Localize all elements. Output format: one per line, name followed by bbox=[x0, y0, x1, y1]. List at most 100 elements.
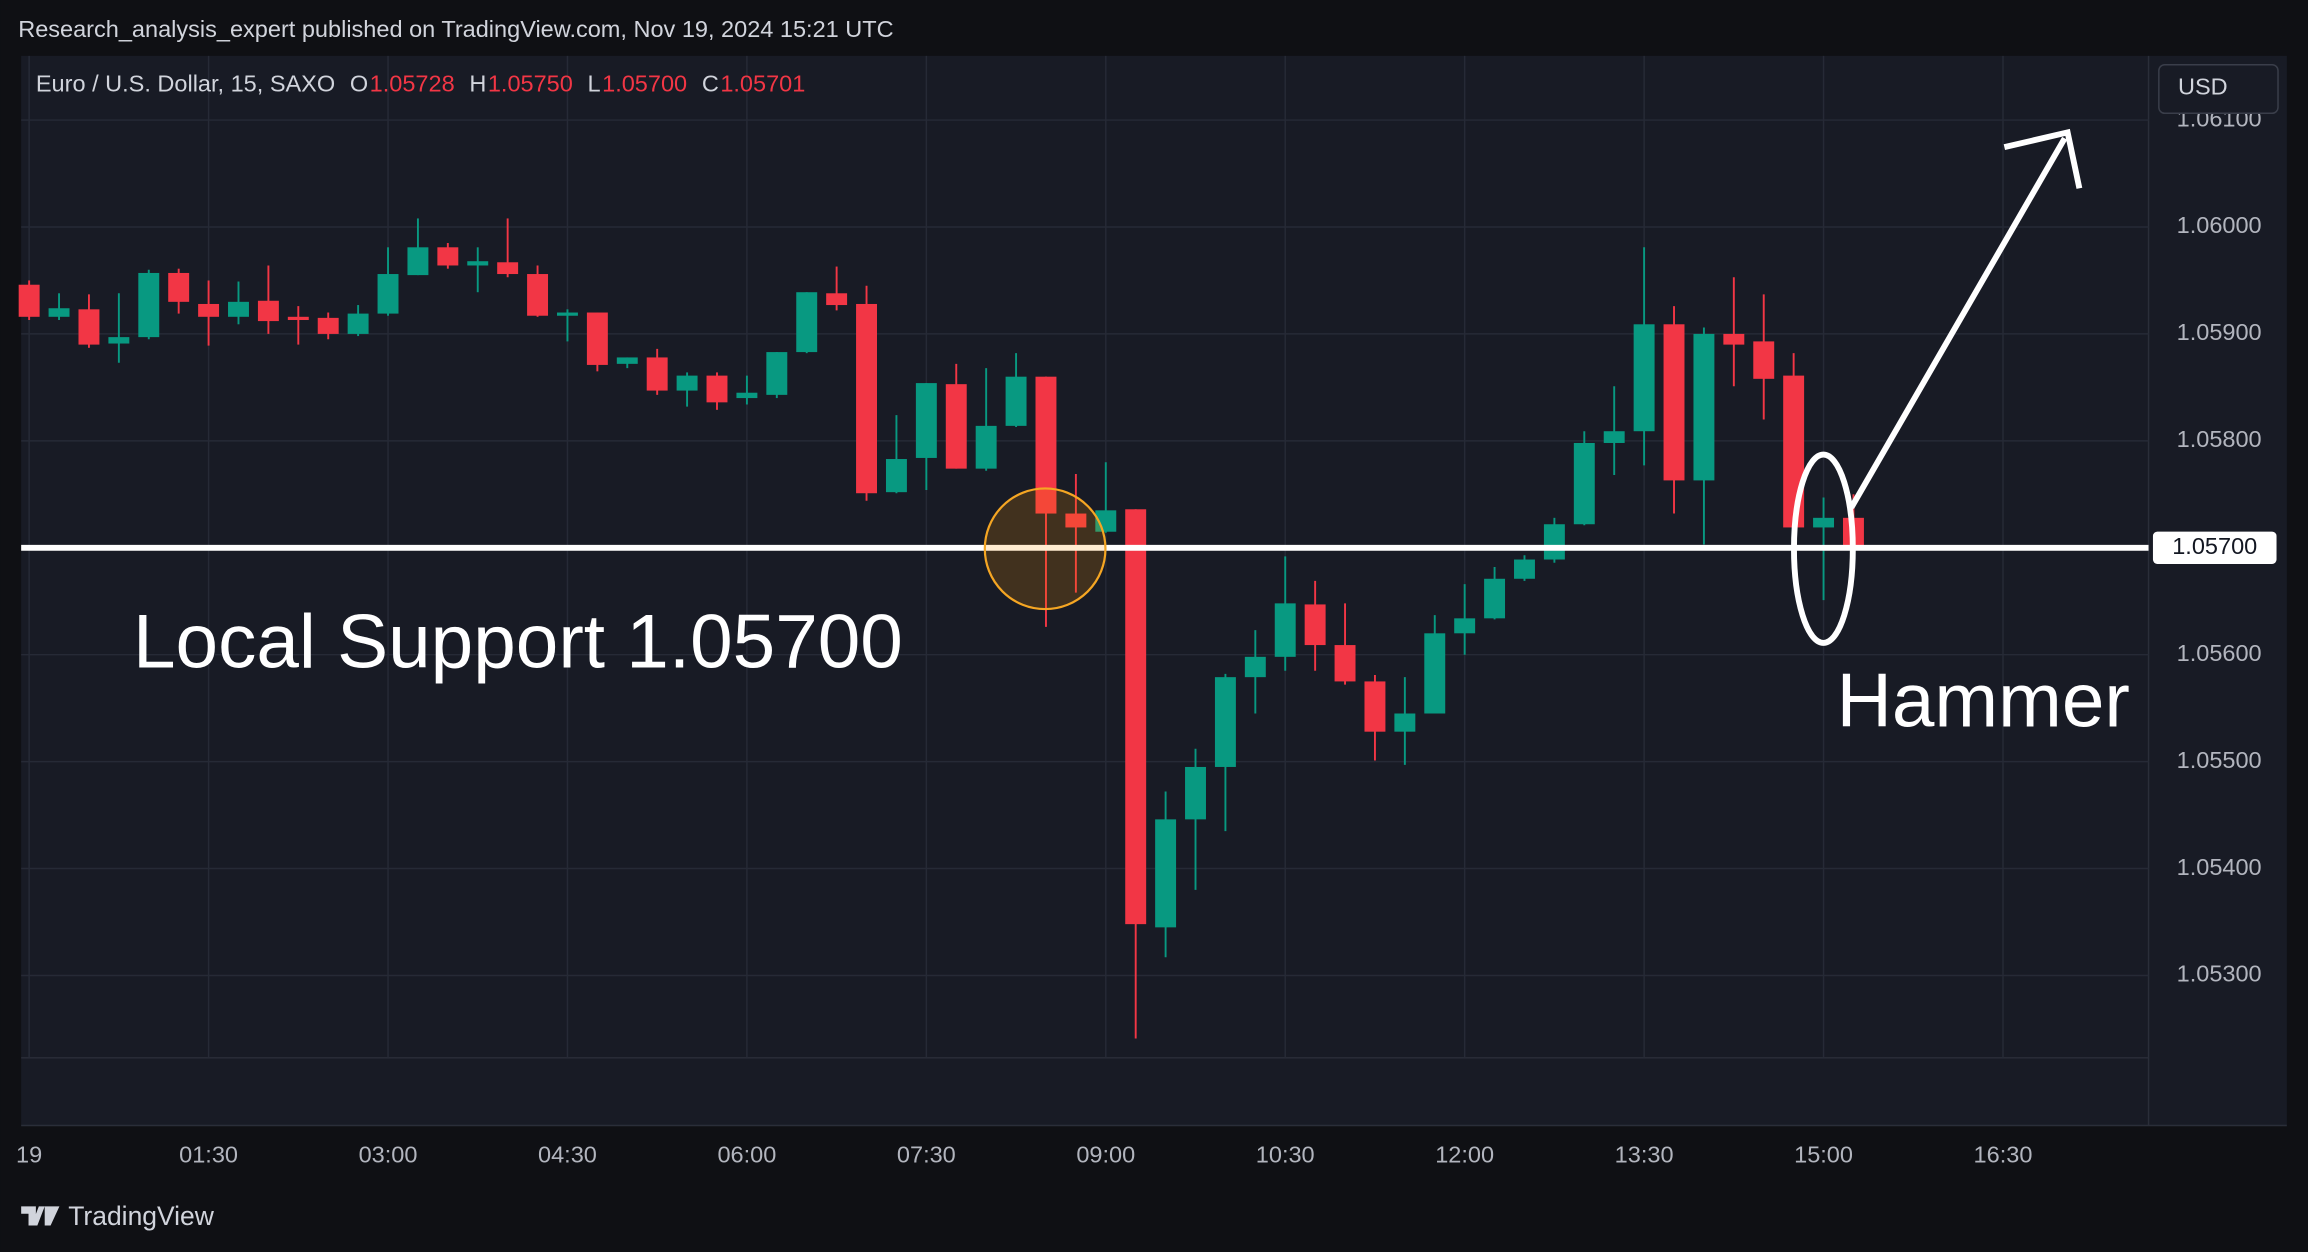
hammer-ellipse bbox=[1791, 451, 1856, 646]
arrow-head bbox=[2003, 128, 2083, 189]
x-tick-label: 04:30 bbox=[538, 1142, 597, 1168]
ohlc-value: 1.05728 bbox=[370, 71, 455, 97]
support-annotation: Local Support 1.05700 bbox=[133, 600, 903, 685]
x-tick-label: 03:00 bbox=[359, 1142, 418, 1168]
chart-panel bbox=[21, 55, 2287, 1126]
candle-body bbox=[1633, 324, 1655, 432]
candle-body bbox=[257, 300, 279, 322]
x-tick-label: 12:00 bbox=[1435, 1142, 1494, 1168]
candle-body bbox=[1035, 376, 1057, 514]
x-tick-label: 07:30 bbox=[897, 1142, 956, 1168]
brand-logo bbox=[21, 1206, 60, 1226]
candle-body bbox=[78, 309, 100, 345]
candle-body bbox=[48, 308, 70, 317]
candle-body bbox=[317, 317, 339, 334]
ohlc-value: 1.05700 bbox=[602, 71, 687, 97]
candle-body bbox=[945, 384, 967, 469]
price-tag bbox=[2152, 531, 2277, 564]
candle-body bbox=[915, 383, 937, 458]
candle-body bbox=[1155, 819, 1177, 928]
logo-mark bbox=[21, 1206, 60, 1226]
candle-body bbox=[1424, 633, 1446, 714]
candle-body bbox=[1304, 604, 1326, 646]
y-tick-label: 1.05400 bbox=[2177, 854, 2262, 880]
candle-body bbox=[527, 274, 549, 316]
candle-body bbox=[706, 375, 728, 403]
candles bbox=[18, 218, 1864, 1039]
candle-body bbox=[168, 272, 190, 302]
ohlc-key: O bbox=[350, 71, 368, 97]
ohlc-value: 1.05701 bbox=[720, 71, 805, 97]
ohlc-key: C bbox=[702, 71, 719, 97]
candle-body bbox=[18, 284, 40, 317]
candle-body bbox=[1005, 376, 1027, 426]
candle-body bbox=[437, 247, 459, 266]
candle-body bbox=[1783, 375, 1805, 528]
candle-body bbox=[1663, 324, 1685, 481]
y-tick-label: 1.06000 bbox=[2177, 212, 2262, 238]
candle-body bbox=[646, 357, 668, 391]
y-tick-label: 1.05900 bbox=[2177, 319, 2262, 345]
candle-body bbox=[1603, 431, 1625, 443]
candle-body bbox=[616, 357, 638, 364]
y-tick-label: 1.05500 bbox=[2177, 747, 2262, 773]
candle-body bbox=[1484, 578, 1506, 619]
price-tag-label: 1.05700 bbox=[2172, 533, 2257, 559]
candle-body bbox=[676, 375, 698, 391]
candle-body bbox=[347, 313, 369, 334]
candle-body bbox=[736, 392, 758, 399]
x-tick-label: 15:00 bbox=[1794, 1142, 1853, 1168]
x-tick-label: 19 bbox=[16, 1142, 42, 1168]
candle-body bbox=[766, 352, 788, 395]
candle-body bbox=[586, 312, 608, 365]
candle-body bbox=[377, 274, 399, 314]
y-tick-label: 1.05300 bbox=[2177, 961, 2262, 987]
x-tick-label: 10:30 bbox=[1256, 1142, 1315, 1168]
ohlc-key: H bbox=[469, 71, 486, 97]
y-tick-label: 1.05800 bbox=[2177, 426, 2262, 452]
candle-body bbox=[1543, 524, 1565, 560]
published-line: Research_analysis_expert published on Tr… bbox=[18, 16, 893, 42]
candle-body bbox=[1454, 618, 1476, 634]
symbol-label: Euro / U.S. Dollar, 15, SAXO bbox=[36, 71, 335, 97]
candle-body bbox=[228, 301, 249, 317]
ohlc-value: 1.05750 bbox=[488, 71, 573, 97]
currency-label[interactable]: USD bbox=[2178, 73, 2228, 99]
candle-body bbox=[467, 261, 489, 266]
candle-body bbox=[1364, 681, 1386, 732]
candle-body bbox=[108, 337, 130, 344]
candle-body bbox=[1244, 656, 1266, 678]
candle-body bbox=[1334, 645, 1356, 682]
candle-body bbox=[497, 262, 519, 275]
x-tick-label: 01:30 bbox=[179, 1142, 238, 1168]
x-tick-label: 06:00 bbox=[717, 1142, 776, 1168]
candle-body bbox=[1125, 509, 1147, 925]
candle-body bbox=[975, 425, 997, 469]
currency-button[interactable] bbox=[2158, 63, 2279, 115]
candle-body bbox=[1753, 341, 1775, 379]
hammer-annotation: Hammer bbox=[1837, 658, 2130, 743]
candle-body bbox=[856, 303, 878, 494]
y-tick-label: 1.05600 bbox=[2177, 640, 2262, 666]
candle-body bbox=[1214, 677, 1236, 767]
arrow-shaft bbox=[1848, 136, 2068, 510]
candle-body bbox=[796, 292, 818, 353]
candle-body bbox=[1274, 603, 1296, 657]
candle-body bbox=[1573, 442, 1595, 525]
candle-body bbox=[885, 459, 907, 493]
ohlc-key: L bbox=[588, 71, 601, 97]
x-tick-label: 09:00 bbox=[1076, 1142, 1135, 1168]
candle-body bbox=[287, 316, 309, 321]
candle-body bbox=[138, 272, 160, 338]
candle-body bbox=[407, 247, 429, 276]
candle-body bbox=[556, 312, 578, 316]
ohlc-legend: O 1.05728 H 1.05750 L 1.05700 C 1.05701 bbox=[350, 71, 805, 97]
x-tick-label: 13:30 bbox=[1615, 1142, 1674, 1168]
candle-body bbox=[1693, 333, 1715, 481]
candle-body bbox=[1065, 513, 1087, 528]
candle-body bbox=[1723, 333, 1745, 345]
x-tick-label: 16:30 bbox=[1974, 1142, 2033, 1168]
candle-body bbox=[826, 293, 848, 306]
